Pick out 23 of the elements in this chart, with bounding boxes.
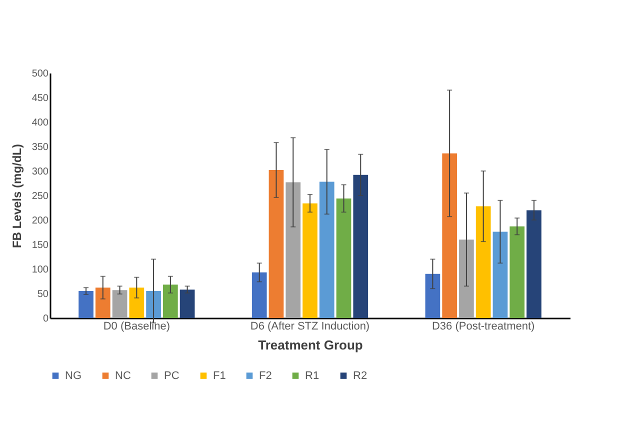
y-tick-label: 250 xyxy=(32,191,49,202)
x-axis-title: Treatment Group xyxy=(258,338,363,352)
y-tick-label: 400 xyxy=(32,118,49,128)
legend-label: F2 xyxy=(259,370,272,382)
y-axis-title: FB Levels (mg/dL) xyxy=(10,144,24,248)
y-tick-label: 200 xyxy=(32,216,49,226)
y-tick-label: 300 xyxy=(32,166,49,178)
x-tick-label: D6 (After STZ Induction) xyxy=(250,320,370,332)
y-tick-label: 350 xyxy=(32,142,49,153)
legend-label: NC xyxy=(115,370,131,382)
y-tick-label: 500 xyxy=(32,68,49,80)
legend-label: F1 xyxy=(213,370,226,382)
legend-label: NG xyxy=(65,370,82,382)
y-tick-label: 100 xyxy=(32,264,49,276)
legend-label: PC xyxy=(164,370,180,382)
x-tick-label: D0 (Baseline) xyxy=(103,320,170,332)
legend-label: R2 xyxy=(353,370,368,382)
legend-label: R1 xyxy=(305,370,320,382)
y-tick-label: 450 xyxy=(32,93,49,104)
y-tick-label: 50 xyxy=(37,289,49,300)
y-tick-label: 150 xyxy=(32,240,49,251)
y-tick-label: 0 xyxy=(42,314,49,324)
x-tick-label: D36 (Post-treatment) xyxy=(432,320,535,332)
